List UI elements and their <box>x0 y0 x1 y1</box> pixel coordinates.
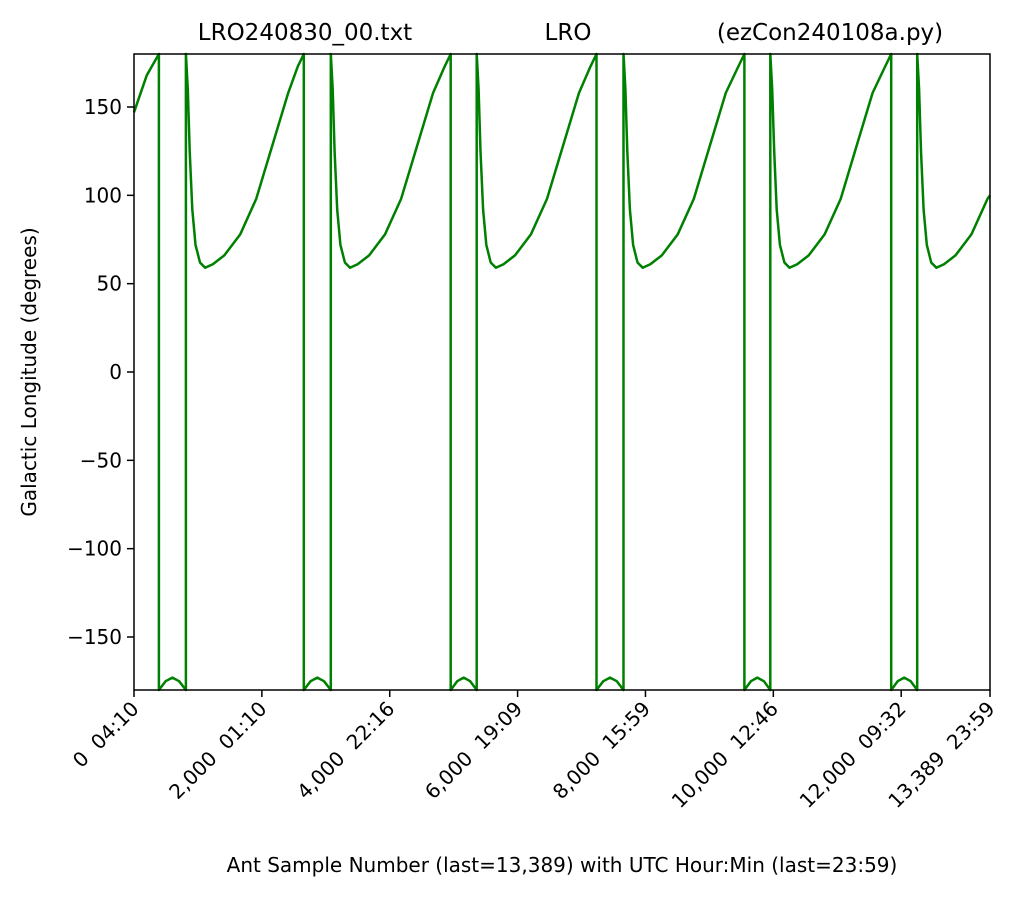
y-tick-label: 50 <box>97 272 122 296</box>
y-tick-label: −150 <box>67 625 122 649</box>
x-axis-label: Ant Sample Number (last=13,389) with UTC… <box>227 853 898 877</box>
data-line <box>132 52 992 692</box>
y-tick-label: −100 <box>67 537 122 561</box>
title-program: (ezCon240108a.py) <box>717 20 943 46</box>
y-axis-label: Galactic Longitude (degrees) <box>17 227 41 516</box>
title-station: LRO <box>545 20 592 46</box>
y-tick-label: 100 <box>84 183 122 207</box>
y-tick-label: −50 <box>80 448 122 472</box>
y-tick-label: 150 <box>84 95 122 119</box>
title-file: LRO240830_00.txt <box>198 20 412 46</box>
plot-frame <box>133 53 991 691</box>
y-tick-label: 0 <box>109 360 122 384</box>
